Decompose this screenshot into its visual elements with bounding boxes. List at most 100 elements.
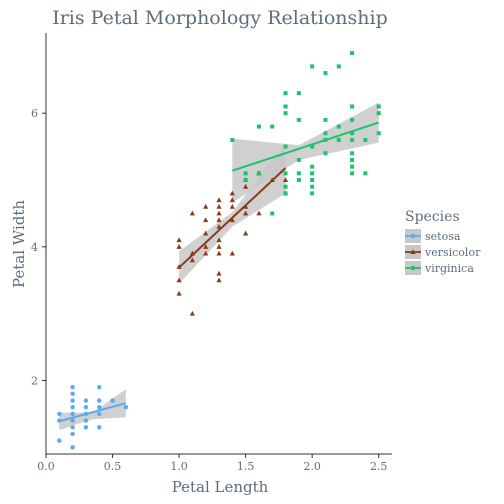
data-point-virginica	[296, 171, 301, 176]
data-point-setosa	[70, 391, 75, 397]
data-point-versicolor	[216, 223, 222, 229]
data-point-versicolor	[216, 250, 222, 256]
data-point-virginica	[283, 184, 288, 189]
data-point-virginica	[296, 157, 301, 162]
data-point-versicolor	[216, 237, 222, 243]
data-point-virginica	[323, 151, 328, 156]
y-tick-label: 6	[31, 107, 38, 120]
data-point-setosa	[97, 411, 102, 417]
data-point-virginica	[310, 64, 315, 69]
data-point-virginica	[376, 111, 381, 116]
x-tick-label: 2.5	[370, 460, 388, 473]
data-point-virginica	[310, 191, 315, 196]
data-point-virginica	[350, 117, 355, 122]
data-point-versicolor	[203, 250, 209, 256]
plot-area	[57, 51, 381, 450]
data-point-virginica	[283, 144, 288, 149]
x-tick-label: 2.0	[303, 460, 321, 473]
data-point-setosa	[57, 438, 62, 443]
data-point-virginica	[310, 178, 315, 183]
data-point-setosa	[83, 418, 89, 423]
data-point-virginica	[323, 71, 328, 76]
y-tick-label: 4	[31, 241, 38, 254]
data-point-virginica	[376, 131, 381, 136]
data-point-virginica	[283, 111, 288, 116]
data-point-versicolor	[243, 183, 249, 189]
x-tick-label: 0.0	[37, 460, 55, 473]
data-point-setosa	[70, 445, 75, 450]
data-point-versicolor	[203, 203, 209, 209]
confidence-band-setosa	[59, 389, 126, 430]
data-point-versicolor	[216, 203, 222, 209]
data-point-versicolor	[203, 230, 209, 236]
data-point-setosa	[83, 398, 89, 403]
data-point-versicolor	[189, 210, 195, 216]
data-point-virginica	[350, 151, 355, 156]
data-point-virginica	[283, 104, 288, 109]
data-point-versicolor	[282, 177, 289, 183]
data-point-versicolor	[203, 244, 209, 249]
data-point-setosa	[70, 405, 75, 410]
data-point-virginica	[230, 137, 235, 142]
legend: Species setosa versicolor virginica	[405, 209, 481, 275]
x-tick-label: 1.0	[170, 460, 188, 473]
data-point-virginica	[283, 91, 288, 96]
data-point-setosa	[97, 425, 102, 430]
data-point-virginica	[296, 178, 301, 183]
data-point-setosa	[97, 384, 102, 390]
legend-item-versicolor: versicolor	[405, 245, 481, 259]
data-point-virginica	[310, 171, 315, 176]
data-point-virginica	[256, 124, 261, 129]
y-tick-label: 2	[31, 374, 38, 387]
data-point-setosa	[70, 398, 75, 403]
data-point-setosa	[110, 398, 115, 403]
data-point-virginica	[310, 144, 315, 149]
legend-label: setosa	[425, 230, 461, 243]
data-point-virginica	[363, 137, 368, 142]
legend-key-marker	[411, 266, 415, 270]
data-point-versicolor	[176, 237, 182, 243]
data-point-versicolor	[256, 210, 262, 216]
data-point-virginica	[336, 124, 341, 129]
fit-line-virginica	[231, 121, 380, 172]
data-point-virginica	[336, 137, 341, 142]
data-point-setosa	[70, 425, 75, 430]
data-point-virginica	[310, 184, 315, 189]
data-point-virginica	[270, 211, 275, 216]
data-point-virginica	[323, 131, 328, 136]
x-axis-ticks: 0.0 0.5 1.0 1.5 2.0 2.5	[37, 454, 387, 473]
data-point-setosa	[97, 398, 102, 403]
data-point-versicolor	[243, 210, 249, 216]
data-point-versicolor	[189, 310, 195, 316]
data-point-virginica	[350, 157, 355, 162]
data-point-versicolor	[216, 277, 222, 283]
data-point-versicolor	[176, 277, 182, 283]
data-point-setosa	[70, 431, 75, 437]
data-point-virginica	[363, 171, 368, 176]
legend-label: versicolor	[424, 246, 481, 259]
data-point-virginica	[283, 171, 288, 176]
data-point-virginica	[350, 131, 355, 136]
y-axis-title: Petal Width	[10, 200, 28, 288]
data-point-virginica	[323, 117, 328, 122]
data-point-virginica	[296, 117, 301, 122]
data-point-virginica	[376, 104, 381, 109]
data-point-virginica	[270, 124, 275, 129]
data-point-virginica	[350, 171, 355, 176]
legend-label: virginica	[424, 262, 474, 275]
data-point-setosa	[70, 418, 75, 423]
data-point-setosa	[57, 411, 62, 417]
data-point-setosa	[83, 425, 89, 430]
legend-item-setosa: setosa	[405, 229, 461, 243]
data-point-setosa	[123, 405, 129, 410]
data-point-virginica	[243, 171, 248, 176]
data-point-versicolor	[216, 244, 222, 249]
data-point-versicolor	[176, 244, 182, 249]
confidence-band-virginica	[232, 102, 379, 203]
data-point-virginica	[350, 137, 355, 142]
data-point-versicolor	[229, 197, 235, 203]
data-point-versicolor	[216, 270, 222, 276]
legend-title: Species	[405, 209, 460, 225]
data-point-virginica	[243, 178, 248, 183]
